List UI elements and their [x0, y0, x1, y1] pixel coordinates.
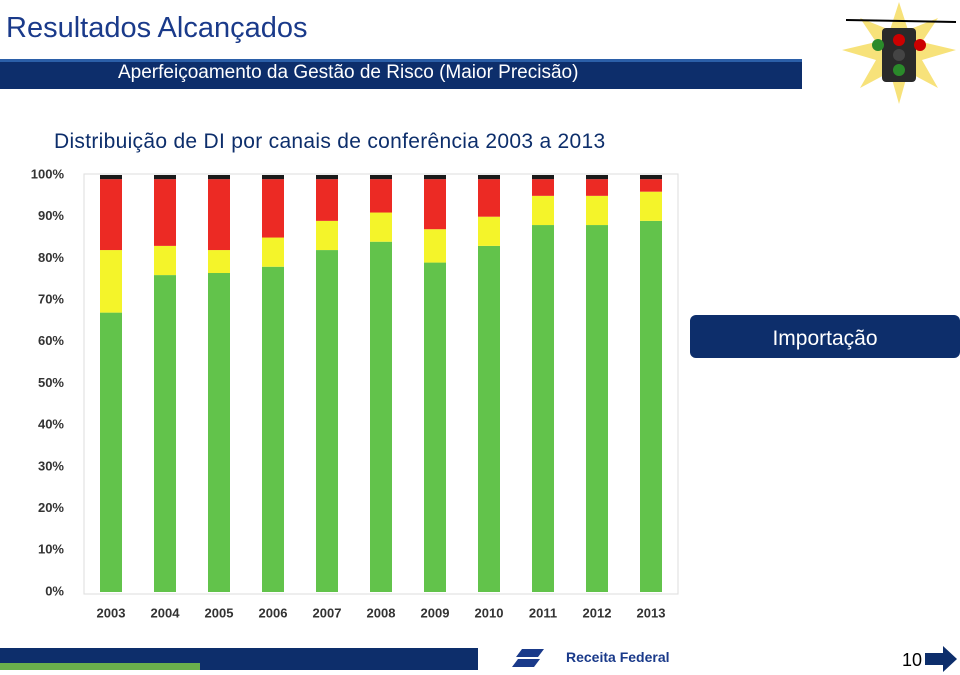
bar-segment [478, 245, 500, 592]
x-tick-label: 2012 [583, 605, 612, 620]
y-tick-label: 80% [38, 250, 64, 265]
subtitle-bar [0, 59, 802, 89]
y-tick-label: 100% [31, 166, 65, 181]
bar-segment [532, 179, 554, 196]
bar-segment [154, 175, 176, 180]
bar-segment [424, 179, 446, 230]
y-tick-label: 30% [38, 458, 64, 473]
bar-segment [478, 216, 500, 246]
bar-segment [154, 179, 176, 246]
bar-segment [424, 229, 446, 263]
y-tick-label: 50% [38, 375, 64, 390]
bar-segment [640, 179, 662, 192]
bar-segment [154, 245, 176, 276]
bar-segment [316, 250, 338, 592]
footer-decor [0, 646, 957, 672]
bar-segment [586, 179, 608, 196]
bar-segment [262, 179, 284, 238]
subtitle: Aperfeiçoamento da Gestão de Risco (Maio… [118, 62, 579, 83]
bar-segment [640, 191, 662, 221]
bar-segment [586, 225, 608, 592]
bar-segment [370, 212, 392, 242]
logo-text: Receita Federal [566, 649, 670, 665]
bar-segment [532, 225, 554, 592]
bar-segment [208, 175, 230, 180]
y-tick-label: 70% [38, 292, 64, 307]
bar-segment [262, 175, 284, 180]
x-tick-label: 2005 [205, 605, 234, 620]
traffic-light-icon [842, 2, 957, 104]
bar-segment [316, 220, 338, 251]
x-tick-label: 2013 [637, 605, 666, 620]
x-tick-label: 2003 [97, 605, 126, 620]
chart: 0% 10% 20% 30% 40% 50% 60% 70% 80% 90% 100% 2003 200… [31, 166, 679, 620]
bar-segment [100, 312, 122, 592]
bar-segment [478, 175, 500, 180]
x-tick-label: 2007 [313, 605, 342, 620]
bar-segment [100, 250, 122, 313]
bar-segment [370, 175, 392, 180]
x-tick-label: 2009 [421, 605, 450, 620]
y-tick-label: 90% [38, 208, 64, 223]
y-tick-label: 10% [38, 542, 64, 557]
bar-segment [100, 179, 122, 251]
bar-segment [208, 272, 230, 592]
bar-segment [262, 237, 284, 267]
bar-segment [424, 262, 446, 592]
x-tick-label: 2010 [475, 605, 504, 620]
bar-segment [100, 175, 122, 180]
bar-segment [208, 250, 230, 273]
bar-segment [532, 175, 554, 180]
bar-segment [370, 241, 392, 592]
bar-segment [586, 175, 608, 180]
bar-segment [370, 179, 392, 213]
bar-segment [640, 220, 662, 592]
bar-segment [316, 175, 338, 180]
bar-segment [154, 275, 176, 592]
y-tick-label: 20% [38, 500, 64, 515]
y-tick-label: 0% [45, 583, 64, 598]
plot-frame [83, 173, 679, 595]
x-tick-label: 2004 [151, 605, 181, 620]
x-tick-label: 2008 [367, 605, 396, 620]
bar-segment [640, 175, 662, 180]
bar-segment [532, 195, 554, 226]
chart-title: Distribuição de DI por canais de conferê… [54, 130, 606, 153]
bar-segment [478, 179, 500, 217]
x-tick-label: 2006 [259, 605, 288, 620]
page-number: 10 [902, 650, 923, 670]
slide-title: Resultados Alcançados [6, 12, 308, 44]
bar-segment [424, 175, 446, 180]
y-tick-label: 60% [38, 333, 64, 348]
x-tick-label: 2011 [529, 605, 557, 620]
bar-segment [262, 266, 284, 592]
y-tick-label: 40% [38, 417, 64, 432]
bar-segment [586, 195, 608, 226]
bar-segment [316, 179, 338, 221]
bar-segment [208, 179, 230, 251]
side-label: Importação [690, 315, 960, 358]
